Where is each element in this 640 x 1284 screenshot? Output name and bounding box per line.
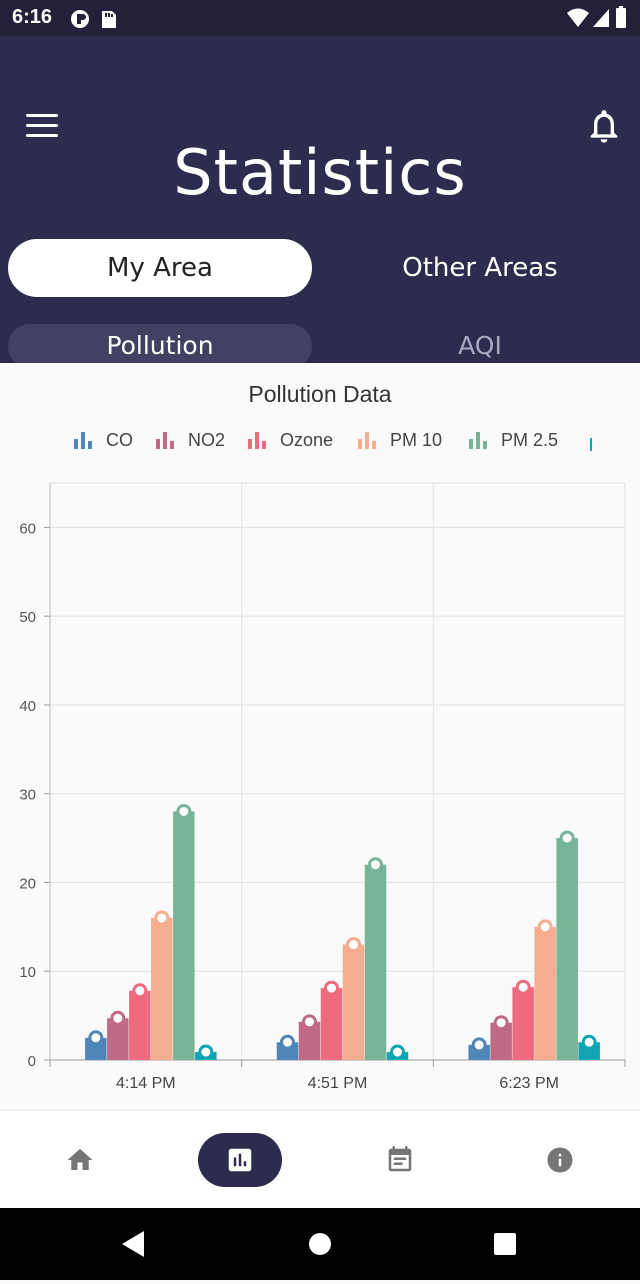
status-time: 6:16 (12, 6, 53, 28)
chart-point (559, 830, 575, 846)
chart-point (346, 937, 361, 953)
nav-info-button[interactable] (518, 1133, 602, 1187)
y-tick-label: 0 (28, 1053, 36, 1070)
menu-button[interactable] (24, 112, 60, 140)
chart-bar (556, 838, 578, 1060)
y-tick-label: 30 (19, 787, 36, 804)
nav-home-button[interactable] (38, 1133, 122, 1187)
pollution-bar-chart: 0 10 20 30 40 50 60 4:14 PM 4:51 PM 6:23 PM (19, 482, 626, 1092)
chart-point (198, 1044, 214, 1060)
chart-point (280, 1034, 295, 1050)
chart-point (581, 1034, 597, 1050)
menu-icon-line (26, 134, 58, 137)
chart-point (515, 979, 531, 995)
chart-bar (364, 864, 387, 1060)
status-bar: 6:16 (0, 0, 640, 36)
legend-bar-icon (469, 432, 487, 449)
legend-label: PM 10 (390, 430, 443, 450)
y-tick-label: 50 (19, 609, 36, 626)
legend-label: CO (106, 430, 133, 450)
legend-label: NO2 (188, 430, 226, 450)
chart-point (110, 1010, 126, 1026)
chart-point (493, 1015, 509, 1031)
home-icon (67, 1148, 93, 1170)
tab-pollution[interactable]: Pollution (8, 324, 312, 368)
chart-point (390, 1044, 405, 1060)
legend-label: PM 2.5 (501, 430, 559, 450)
home-circle-icon[interactable] (309, 1233, 331, 1255)
menu-icon-line (26, 124, 58, 127)
recents-icon[interactable] (494, 1233, 516, 1255)
chart-bar (151, 917, 173, 1060)
notifications-button[interactable] (584, 106, 624, 146)
system-navigation-bar (0, 1208, 640, 1280)
chart-bar (129, 990, 151, 1060)
chart-point (368, 857, 383, 873)
menu-icon (26, 114, 58, 117)
chart-bar (490, 1022, 512, 1060)
y-tick-label: 60 (19, 520, 36, 537)
status-system-icons (566, 6, 628, 34)
legend-bar-icon (358, 432, 376, 449)
chart-bar (512, 987, 534, 1060)
chart-bar (534, 926, 556, 1060)
y-tick-label: 20 (19, 875, 36, 892)
x-tick-label: 4:14 PM (116, 1075, 176, 1092)
wifi-signal-battery-icon (567, 6, 626, 28)
nav-calendar-button[interactable] (358, 1133, 442, 1187)
tab-aqi[interactable]: AQI (458, 331, 502, 360)
chart-point (471, 1037, 487, 1053)
y-tick-label: 10 (19, 964, 36, 981)
system-nav-buttons (122, 1231, 516, 1257)
bottom-navigation (0, 1110, 640, 1209)
y-tick-label: 40 (19, 698, 36, 715)
tab-my-area[interactable]: My Area (8, 239, 312, 297)
nav-statistics-button[interactable] (198, 1133, 282, 1187)
back-icon[interactable] (122, 1231, 144, 1257)
legend-bar-icon (248, 432, 266, 449)
legend-bar-icon (156, 432, 174, 449)
x-tick-label: 6:23 PM (499, 1075, 559, 1092)
pollution-chart-panel: Pollution Data CO NO2 Ozone PM 10 PM 2.5 0 10… (0, 363, 640, 1110)
chart-bar (342, 944, 365, 1060)
info-icon (547, 1147, 573, 1173)
chart-point (154, 910, 170, 926)
calendar-icon (388, 1146, 412, 1172)
chart-bar (320, 988, 343, 1060)
chart-bar (173, 811, 195, 1060)
chart-title: Pollution Data (248, 381, 392, 407)
legend-bar-icon (590, 438, 592, 451)
x-tick-label: 4:51 PM (308, 1075, 368, 1092)
chart-point (176, 803, 192, 819)
chart-point (132, 983, 148, 999)
status-notification-icons (70, 8, 126, 34)
notification-app-icon (71, 10, 116, 28)
bell-icon (590, 110, 618, 143)
chart-icon (228, 1148, 252, 1172)
chart-bar (298, 1021, 321, 1060)
chart-legend: CO NO2 Ozone PM 10 PM 2.5 (0, 425, 640, 455)
legend-bar-icon (74, 432, 92, 449)
legend-label: Ozone (280, 430, 334, 450)
chart-bar (107, 1018, 129, 1060)
page-title: Statistics (173, 136, 467, 209)
chart-bar (85, 1037, 107, 1060)
chart-point (537, 919, 553, 935)
tab-other-areas[interactable]: Other Areas (402, 253, 558, 283)
chart-point (302, 1014, 317, 1030)
header: Statistics My Area Other Areas Pollution… (0, 36, 640, 368)
chart-point (88, 1030, 104, 1046)
chart-point (324, 980, 339, 996)
